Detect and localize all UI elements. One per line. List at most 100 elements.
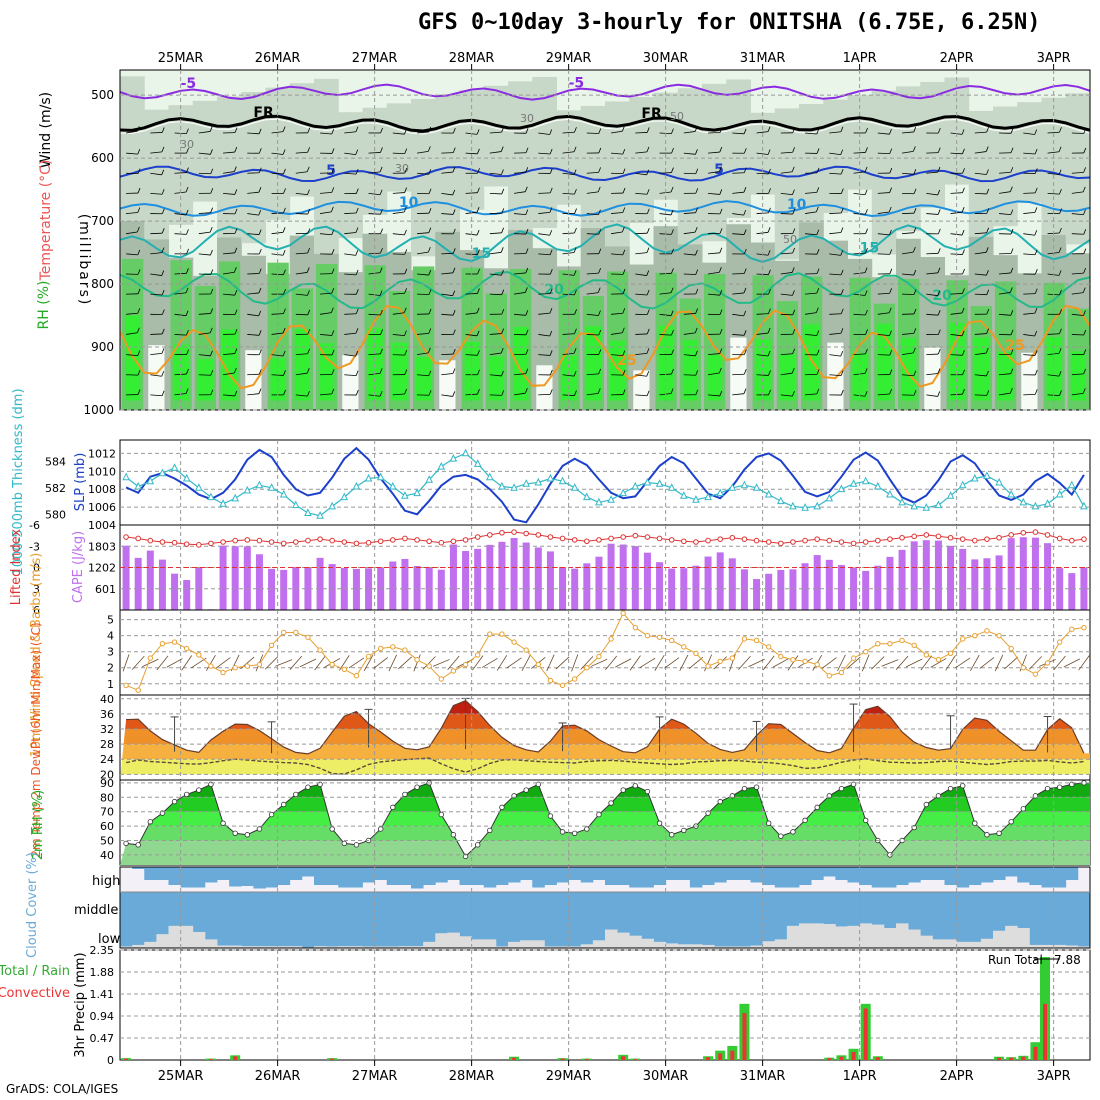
wind-speed-point	[571, 676, 578, 682]
wind-barb	[732, 172, 745, 174]
wind-barb	[767, 149, 771, 155]
thickness-point	[1007, 489, 1016, 498]
wind-barb	[161, 348, 165, 354]
thickness-point	[279, 489, 288, 498]
wind-barb	[719, 189, 723, 195]
temp-tick-label: 36	[100, 708, 114, 721]
rh2m-point	[280, 801, 287, 808]
wind-barb	[198, 332, 211, 335]
wind-barb	[683, 212, 696, 214]
li-point	[753, 537, 760, 544]
wind-barb	[999, 373, 1011, 376]
cape-bar	[243, 546, 251, 610]
wind-barb	[1023, 354, 1036, 356]
wind-barb	[986, 370, 989, 377]
wind-barb	[573, 270, 577, 276]
li-tick-label: 3	[33, 583, 40, 596]
wind-barb	[877, 312, 890, 315]
wind-barb	[549, 350, 553, 356]
wind-barb	[598, 310, 601, 316]
li-point	[523, 530, 529, 537]
wind-barb	[234, 390, 238, 397]
cloud-low-bar	[168, 925, 182, 948]
cloud-low-bar	[314, 946, 327, 948]
rh2m-point	[1044, 785, 1051, 792]
cape-bar	[534, 547, 542, 610]
isotherm-line	[120, 114, 1090, 133]
cape-bar	[328, 564, 336, 610]
cape-bar	[437, 569, 445, 610]
wind-barb	[853, 193, 866, 196]
wind-barb	[428, 269, 432, 276]
rh-contour-fill	[391, 342, 407, 401]
wind-barb	[792, 247, 796, 254]
wind-barb	[646, 146, 650, 153]
wind-barb	[708, 372, 720, 376]
wind-barb	[1071, 213, 1084, 216]
cape-bar	[874, 565, 882, 610]
precip-conv-bar	[330, 1058, 335, 1060]
wind-barb	[865, 127, 868, 134]
wind-barb	[198, 231, 211, 235]
wind-barb	[156, 655, 169, 671]
wind-barb	[210, 370, 214, 376]
thickness-point	[158, 468, 167, 477]
isotherm-line	[120, 165, 1090, 183]
wind-barb	[815, 307, 819, 313]
wind-barb	[174, 172, 187, 174]
cloud-low-bar	[1029, 944, 1042, 948]
thickness-point	[934, 500, 943, 509]
cloud-low-bar	[374, 946, 388, 948]
slp-tick-label: 1012	[88, 447, 116, 460]
li-point	[765, 539, 772, 545]
wind-barb	[635, 333, 648, 335]
cloud-high-bar	[132, 867, 145, 869]
wind-barb	[452, 329, 456, 335]
cloud-high-bar	[229, 867, 242, 887]
wind-barb	[974, 293, 987, 296]
wind-barb	[974, 131, 987, 134]
wind-barb	[295, 372, 308, 376]
wind-barb	[671, 268, 674, 274]
li-point	[123, 534, 129, 540]
wind-barb	[344, 152, 356, 156]
wind-barb	[477, 187, 480, 193]
wind-barb	[331, 148, 335, 154]
wind-barb	[743, 187, 747, 193]
wind-barb	[306, 166, 310, 172]
rh-contour-fill	[658, 325, 674, 401]
li-point	[656, 535, 663, 542]
cape-bar	[837, 565, 845, 610]
wind-barb	[538, 334, 550, 337]
rh2m-point	[414, 784, 420, 790]
wind-barb	[816, 349, 820, 356]
wind-barb	[330, 206, 334, 212]
wind-barb	[233, 367, 237, 374]
cape-bar	[316, 557, 324, 610]
wind-barb	[635, 352, 647, 355]
rh-contour-fill	[435, 94, 460, 234]
rh2m-point	[765, 820, 772, 826]
isotherm-label: FR	[253, 105, 274, 121]
wind-barb	[1034, 230, 1038, 236]
thickness-point	[134, 481, 143, 490]
wind-barb	[427, 347, 431, 354]
wind-barb	[234, 127, 238, 133]
wind-barb	[198, 374, 211, 376]
wind-barb	[452, 127, 456, 134]
li-point	[1044, 532, 1051, 538]
wind-barb	[816, 229, 820, 235]
thickness-point	[983, 471, 991, 479]
precip-frame	[119, 949, 1091, 1061]
precip-conv-bar	[1043, 1003, 1047, 1060]
wind-barb	[1059, 390, 1062, 396]
isotherm-label: FR	[641, 106, 662, 122]
wind-barb	[622, 168, 626, 174]
wind-barb	[234, 309, 238, 315]
cloud-high-bar	[204, 867, 218, 883]
wind-barb	[846, 656, 861, 670]
wind-barb	[816, 388, 820, 394]
wind-barb	[937, 329, 941, 335]
rh2m-point	[790, 829, 796, 835]
